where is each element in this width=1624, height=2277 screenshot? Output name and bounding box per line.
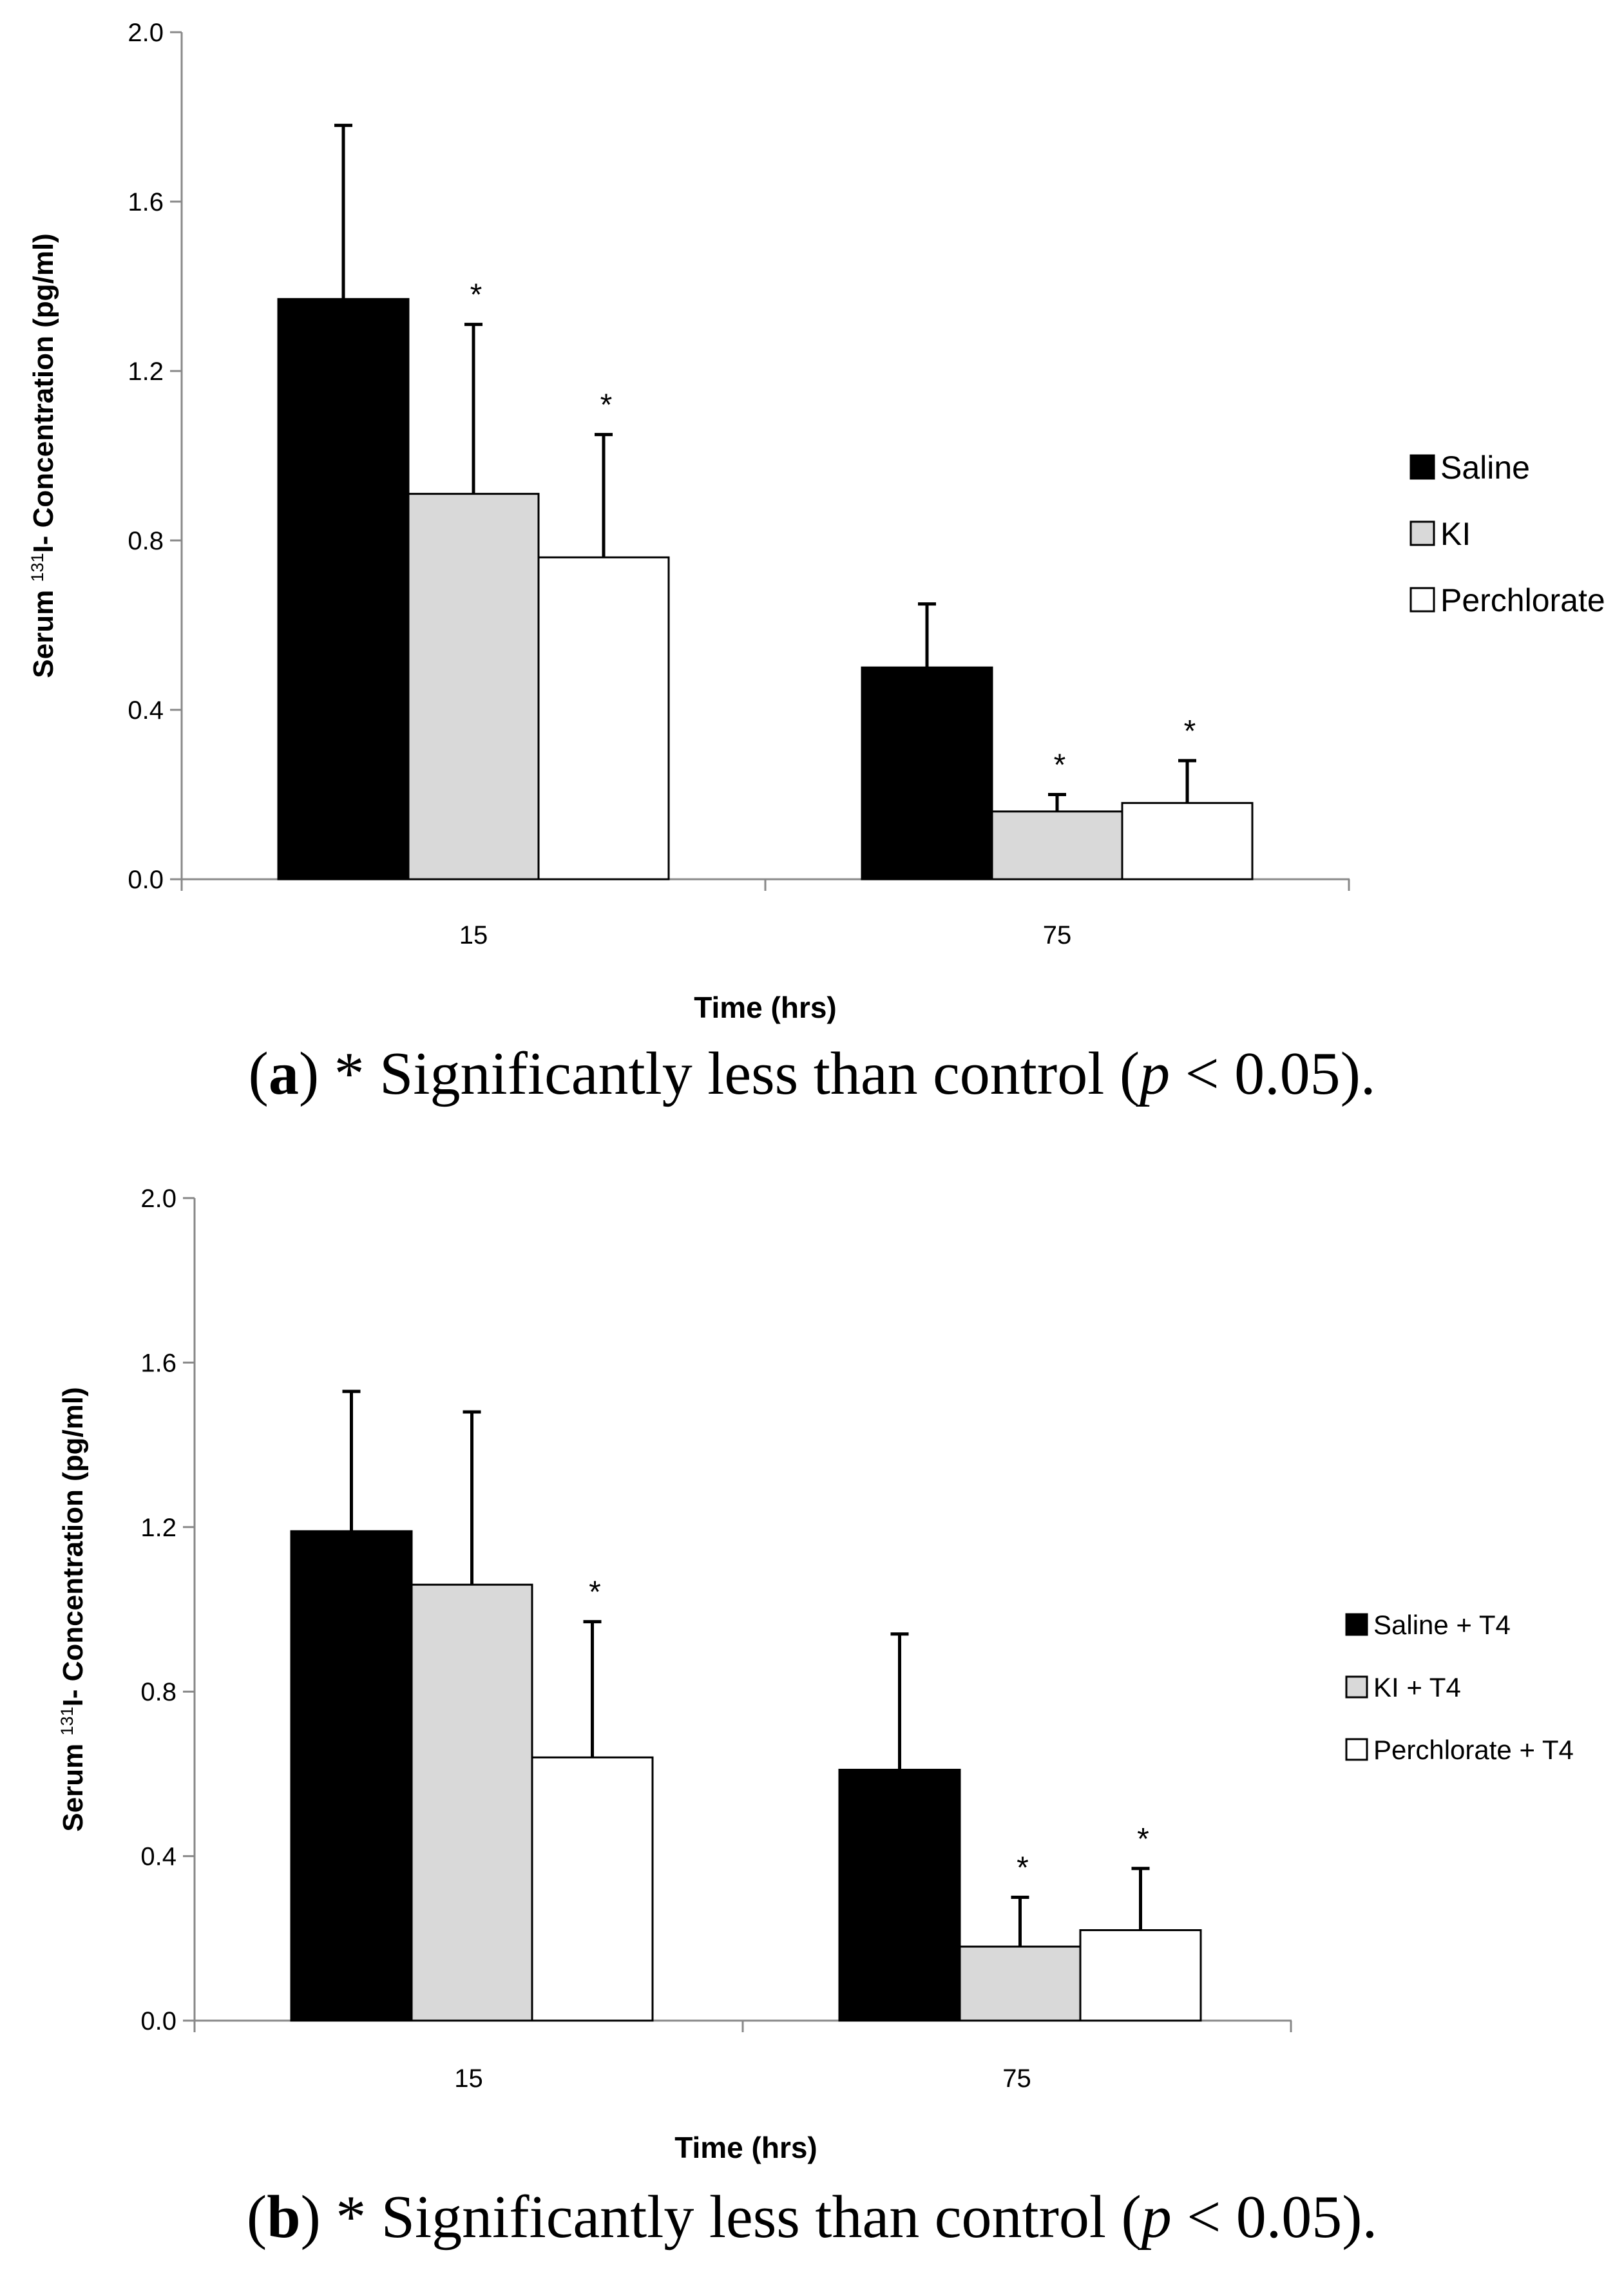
b-y-label-prefix: Serum <box>57 1736 89 1832</box>
caption-a-label: a <box>268 1040 299 1107</box>
b-y-label-sup: 131 <box>57 1706 77 1735</box>
a-y-tick-label: 1.6 <box>128 188 164 216</box>
b-y-tick-label: 0.8 <box>140 1678 177 1706</box>
a-legend-swatch <box>1409 454 1435 480</box>
b-bar <box>1079 1929 1202 2022</box>
b-y-tick-label: 2.0 <box>140 1185 177 1213</box>
caption-b-p: p <box>1141 2184 1172 2251</box>
b-bar <box>838 1769 961 2022</box>
a-y-tick-label: 0.4 <box>128 696 164 725</box>
a-bar <box>861 666 993 881</box>
a-bar <box>1121 802 1254 881</box>
b-legend-swatch <box>1345 1675 1368 1699</box>
b-bar <box>959 1945 1082 2022</box>
b-sig-marker: * <box>1017 1851 1029 1885</box>
b-legend-swatch <box>1345 1613 1368 1636</box>
b-legend-swatch <box>1345 1738 1368 1761</box>
b-sig-marker: * <box>589 1576 601 1610</box>
a-bar <box>991 810 1123 881</box>
caption-a: (a) * Significantly less than control (p… <box>248 1040 1376 1107</box>
a-y-label-prefix: Serum <box>28 582 59 678</box>
a-sig-marker: * <box>600 388 613 423</box>
chart-b: 0.0 0.4 0.8 1.2 1.6 2.0 15 75 * * * Time (hrs) Serum… <box>57 1185 1574 2164</box>
b-x-tick-label: 75 <box>1002 2064 1031 2093</box>
a-y-label-sup: 131 <box>28 553 47 582</box>
a-bar <box>537 556 670 881</box>
a-sig-marker: * <box>470 278 482 312</box>
caption-a-p: p <box>1140 1040 1170 1107</box>
a-y-label-suffix: I- Concentration (pg/ml) <box>28 233 59 553</box>
b-y-tick-label: 0.4 <box>140 1843 177 1871</box>
b-x-axis-label: Time (hrs) <box>674 2131 817 2164</box>
a-y-tick-label: 1.2 <box>128 357 164 386</box>
b-bar <box>290 1530 413 2022</box>
a-x-tick-label: 75 <box>1043 921 1072 949</box>
b-y-axis-label: Serum 131I- Concentration (pg/ml) <box>57 1387 89 1831</box>
a-y-tick-label: 0.8 <box>128 527 164 555</box>
a-x-tick-label: 15 <box>459 921 488 949</box>
b-bar <box>531 1756 654 2022</box>
b-sig-marker: * <box>1137 1822 1149 1856</box>
b-legend-label: Perchlorate + T4 <box>1373 1735 1574 1765</box>
a-x-axis-label: Time (hrs) <box>694 991 837 1024</box>
a-legend-label: Saline <box>1440 450 1530 486</box>
b-legend-label: KI + T4 <box>1373 1672 1461 1702</box>
a-y-axis-label: Serum 131I- Concentration (pg/ml) <box>28 233 59 678</box>
a-legend-label: Perchlorate <box>1440 582 1605 618</box>
caption-b: (b) * Significantly less than control (p… <box>246 2184 1378 2251</box>
a-legend-swatch <box>1409 587 1435 613</box>
a-sig-marker: * <box>1054 748 1066 783</box>
a-bar <box>407 493 540 881</box>
a-y-tick-label: 2.0 <box>128 19 164 47</box>
b-y-label-suffix: I- Concentration (pg/ml) <box>57 1387 89 1706</box>
chart-a: 0.0 0.4 0.8 1.2 1.6 2.0 15 75 * * * * Time (hrs) Seru… <box>28 19 1605 1024</box>
b-x-tick-label: 15 <box>454 2064 483 2093</box>
b-y-tick-label: 1.6 <box>140 1349 177 1377</box>
b-y-tick-label: 0.0 <box>140 2007 177 2035</box>
a-legend-label: KI <box>1440 516 1471 552</box>
caption-b-label: b <box>267 2184 301 2251</box>
a-y-tick-label: 0.0 <box>128 866 164 894</box>
b-bar <box>410 1583 533 2022</box>
a-legend-swatch <box>1409 520 1435 546</box>
b-legend-label: Saline + T4 <box>1373 1610 1511 1640</box>
a-sig-marker: * <box>1184 714 1196 748</box>
a-bar <box>277 298 410 881</box>
b-y-tick-label: 1.2 <box>140 1514 177 1542</box>
